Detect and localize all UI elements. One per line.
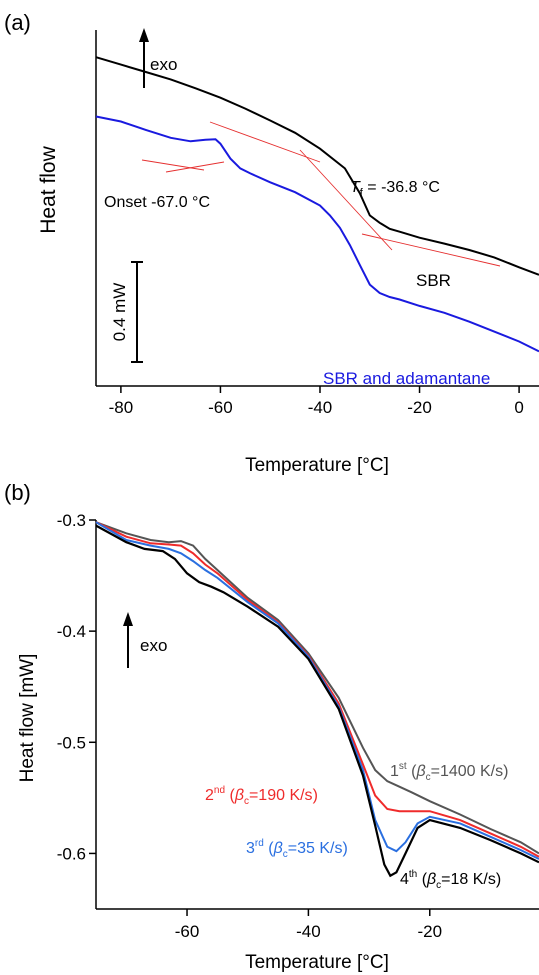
- y-tick-label: -0.5: [57, 733, 86, 752]
- paren-close: ): [496, 871, 501, 888]
- x-tick-label: -20: [417, 922, 442, 941]
- paren-close: ): [342, 840, 347, 857]
- panel-a-xlabel: Temperature [°C]: [245, 455, 389, 476]
- y-tick-label: -0.4: [57, 622, 86, 641]
- exo-arrow: [139, 28, 149, 88]
- paren-open: (: [225, 787, 235, 804]
- beta-value: =18 K/s: [441, 871, 496, 888]
- panel-b-y-ticks: -0.3 -0.4 -0.5 -0.6: [57, 511, 96, 863]
- exo-label-b: exo: [140, 636, 167, 655]
- y-tick-label: -0.3: [57, 511, 86, 530]
- tangent-line: [361, 233, 501, 267]
- exo-arrow-head: [139, 28, 149, 42]
- paren-open: (: [417, 871, 427, 888]
- beta-symbol: β: [234, 787, 244, 804]
- series-sbr-adamantane-label: SBR and adamantane: [323, 369, 490, 388]
- x-tick-label: -40: [308, 398, 333, 417]
- series-sbr-label: SBR: [416, 271, 451, 290]
- series-1st-line: [95, 521, 539, 855]
- series-4th-line: [95, 524, 539, 878]
- panel-b: (b) -60 -40 -20 -0.3 -0.4 -0.5 -0.6 exo 1st (…: [4, 480, 539, 973]
- tangent-line: [141, 159, 205, 171]
- paren-close: ): [313, 787, 318, 804]
- ord-sup: nd: [214, 785, 225, 796]
- paren-close: ): [503, 763, 508, 780]
- series-2nd-label: 2nd (βc=190 K/s): [205, 785, 318, 807]
- x-tick-label: -40: [296, 922, 321, 941]
- ord-sup: th: [409, 869, 417, 880]
- tangent-lines: [141, 121, 501, 267]
- x-tick-label: -60: [208, 398, 233, 417]
- ord: 4: [400, 871, 409, 888]
- scale-bar-label: 0.4 mW: [110, 283, 129, 342]
- panel-b-x-ticks: -60 -40 -20: [175, 909, 442, 941]
- ord: 3: [246, 840, 255, 857]
- panel-a-label: (a): [4, 10, 31, 35]
- paren-open: (: [407, 763, 417, 780]
- tf-subscript: f: [360, 187, 364, 199]
- series-sbr-adamantane-line: [95, 115, 539, 353]
- beta-symbol: β: [273, 840, 283, 857]
- exo-arrow-head: [123, 612, 133, 626]
- ord: 1: [390, 763, 399, 780]
- beta-value: =35 K/s: [288, 840, 343, 857]
- ord: 2: [205, 787, 214, 804]
- tf-symbol: T: [350, 179, 361, 196]
- x-tick-label: -20: [407, 398, 432, 417]
- panel-b-xlabel: Temperature [°C]: [245, 952, 389, 973]
- panel-a: (a) -80 -60 -40 -20 0 exo Onset -67.0 °C Tf …: [4, 10, 539, 476]
- beta-value: =1400 K/s: [431, 763, 504, 780]
- onset-label: Onset -67.0 °C: [104, 194, 210, 211]
- series-3rd-label: 3rd (βc=35 K/s): [246, 838, 348, 860]
- tangent-line: [209, 121, 321, 163]
- beta-value: =190 K/s: [249, 787, 313, 804]
- beta-sub: c: [426, 772, 431, 783]
- tf-value: = -36.8 °C: [363, 179, 440, 196]
- x-tick-label: -80: [109, 398, 134, 417]
- paren-open: (: [264, 840, 274, 857]
- series-3rd-line: [95, 521, 539, 860]
- beta-symbol: β: [415, 763, 425, 780]
- exo-arrow-b: [123, 612, 133, 668]
- x-tick-label: -60: [175, 922, 200, 941]
- ord-sup: st: [399, 761, 407, 772]
- tf-label: Tf = -36.8 °C: [350, 179, 440, 199]
- series-1st-label: 1st (βc=1400 K/s): [390, 761, 508, 783]
- beta-sub: c: [436, 880, 441, 891]
- scale-bar: [131, 261, 143, 363]
- panel-a-curves: [95, 56, 539, 353]
- series-4th-label: 4th (βc=18 K/s): [400, 869, 501, 891]
- panel-a-x-ticks: -80 -60 -40 -20 0: [109, 386, 524, 417]
- panel-a-ylabel: Heat flow: [37, 145, 60, 233]
- series-2nd-line: [95, 521, 539, 858]
- panel-b-label: (b): [4, 480, 31, 505]
- exo-label: exo: [150, 55, 177, 74]
- panel-b-ylabel: Heat flow [mW]: [17, 654, 38, 783]
- beta-sub: c: [283, 849, 288, 860]
- tangent-line: [165, 161, 225, 173]
- tangent-line: [299, 149, 393, 251]
- panel-b-curves: [95, 521, 539, 878]
- ord-sup: rd: [255, 838, 264, 849]
- y-tick-label: -0.6: [57, 844, 86, 863]
- beta-sub: c: [244, 796, 249, 807]
- x-tick-label: 0: [514, 398, 523, 417]
- series-sbr-line: [95, 56, 539, 276]
- beta-symbol: β: [426, 871, 436, 888]
